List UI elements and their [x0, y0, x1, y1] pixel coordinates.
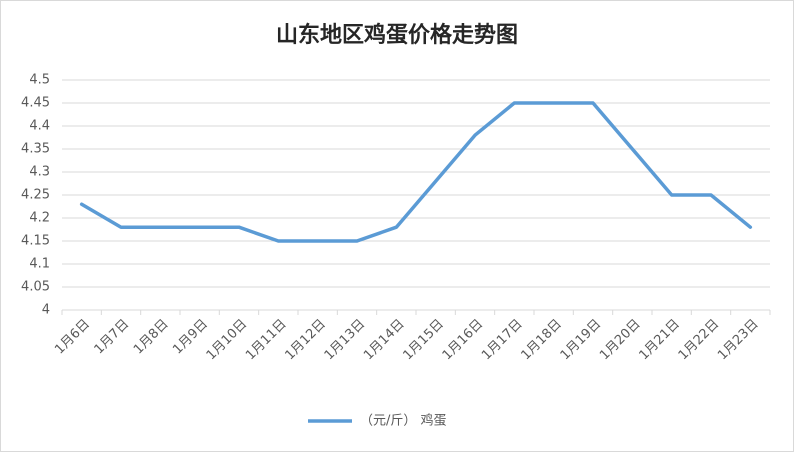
chart-title: 山东地区鸡蛋价格走势图: [276, 22, 518, 48]
y-tick-label: 4.5: [29, 73, 50, 88]
y-tick-label: 4.25: [21, 188, 50, 203]
y-tick-label: 4.45: [21, 96, 50, 111]
y-tick-label: 4.3: [29, 165, 50, 180]
y-tick-label: 4.35: [21, 142, 50, 157]
y-tick-label: 4.15: [21, 234, 50, 249]
y-tick-label: 4.4: [29, 119, 50, 134]
legend-label: （元/斤） 鸡蛋: [360, 413, 447, 429]
y-tick-label: 4: [42, 303, 50, 318]
series-line: [79, 101, 753, 243]
y-tick-label: 4.2: [29, 211, 50, 226]
y-tick-label: 4.05: [21, 280, 50, 295]
y-tick-label: 4.1: [29, 257, 50, 272]
